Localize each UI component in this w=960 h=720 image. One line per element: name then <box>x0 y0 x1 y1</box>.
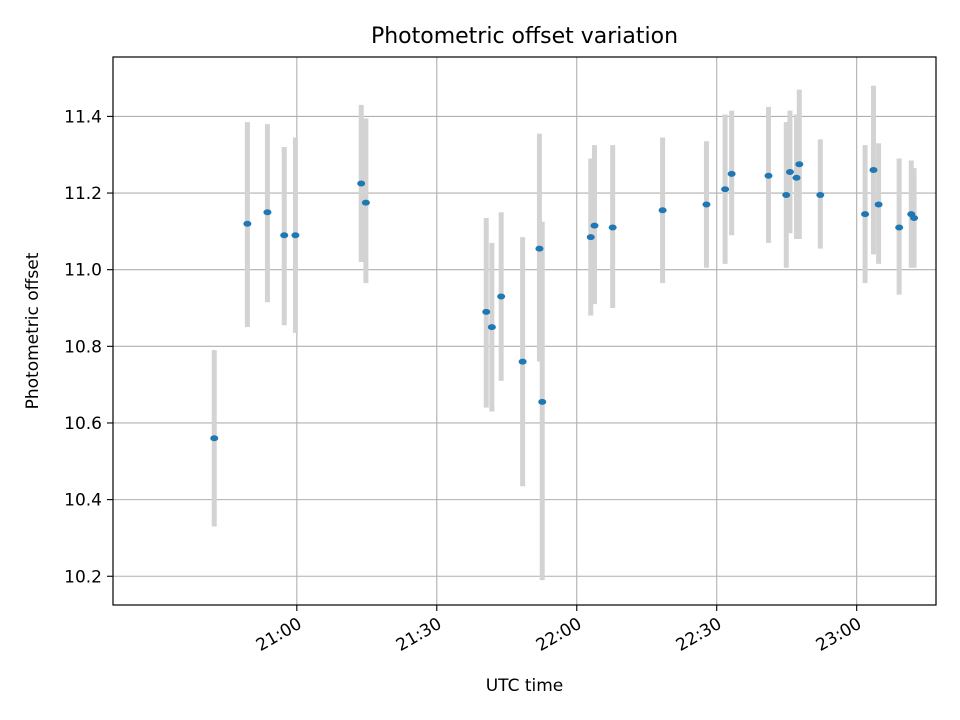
data-point <box>782 191 791 198</box>
data-point <box>263 209 272 216</box>
data-point <box>861 211 870 218</box>
y-axis-ticks: 10.2 10.4 10.6 10.8 11.0 11.2 11.4 <box>64 107 113 587</box>
data-point <box>816 191 825 198</box>
data-point <box>538 398 547 405</box>
data-point <box>792 174 801 181</box>
chart-title: Photometric offset variation <box>371 24 678 49</box>
data-point <box>497 293 506 300</box>
data-point <box>874 201 883 208</box>
data-point <box>361 199 370 206</box>
data-point <box>590 222 599 229</box>
y-tick-label: 11.0 <box>64 261 102 281</box>
data-point <box>727 170 736 177</box>
data-points <box>210 161 919 442</box>
y-axis-label: Photometric offset <box>23 252 43 409</box>
y-tick-label: 10.4 <box>64 491 102 511</box>
y-tick-label: 11.4 <box>64 107 102 127</box>
data-point <box>518 358 527 365</box>
data-point <box>702 201 711 208</box>
data-point <box>291 232 300 239</box>
data-point <box>795 161 804 168</box>
data-point <box>721 186 730 193</box>
data-point <box>895 224 904 231</box>
y-tick-label: 10.2 <box>64 567 102 587</box>
data-point <box>869 167 878 174</box>
data-point <box>764 172 773 179</box>
data-point <box>586 234 595 241</box>
data-point <box>487 324 496 331</box>
data-point <box>535 245 544 252</box>
data-point <box>785 168 794 175</box>
data-point <box>280 232 289 239</box>
y-tick-label: 10.8 <box>64 337 102 357</box>
data-point <box>658 207 667 214</box>
data-point <box>910 214 919 221</box>
data-point <box>243 220 252 227</box>
data-point <box>210 435 219 442</box>
data-point <box>608 224 617 231</box>
data-point <box>357 180 366 187</box>
x-axis-label: UTC time <box>486 676 564 696</box>
data-point <box>482 308 491 315</box>
y-tick-label: 11.2 <box>64 184 102 204</box>
y-tick-label: 10.6 <box>64 414 102 434</box>
plot-frame <box>112 56 937 606</box>
